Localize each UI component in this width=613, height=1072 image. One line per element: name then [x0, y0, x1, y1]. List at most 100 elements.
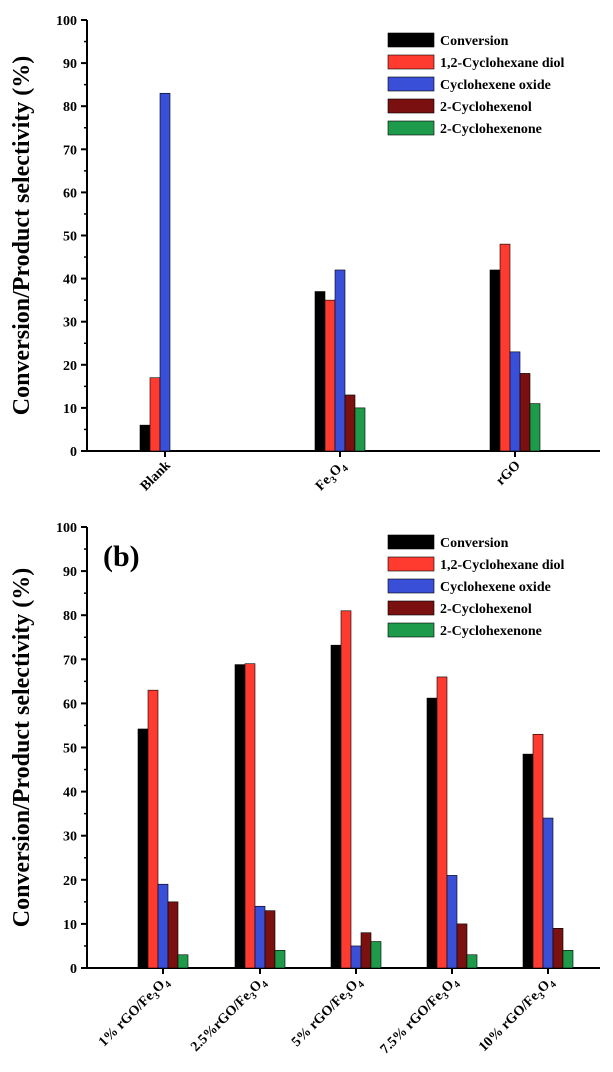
bar — [234, 664, 246, 969]
legend-swatch — [387, 54, 435, 70]
legend-entry-label: 2-Cyclohexenone — [440, 624, 542, 639]
bar — [542, 817, 554, 969]
y-tick-label: 20 — [63, 874, 77, 889]
legend-entry-label: 1,2-Cyclohexane diol — [440, 56, 565, 71]
legend-entry-label: 1,2-Cyclohexane diol — [440, 558, 565, 573]
y-tick-label: 60 — [63, 186, 77, 201]
y-tick-label: 40 — [63, 273, 77, 288]
x-tick-label-part: rGO — [493, 458, 523, 488]
y-axis-label: Conversion/Product selectivity (%) — [9, 56, 35, 416]
legend-swatch — [387, 76, 435, 92]
legend-entry-label: Conversion — [440, 536, 509, 551]
bar — [344, 394, 356, 452]
legend-swatch — [387, 556, 435, 572]
y-tick-label: 100 — [56, 14, 77, 29]
x-tick-label-part: 3 — [151, 990, 162, 1001]
legend-swatch — [387, 600, 435, 616]
y-tick-label: 20 — [63, 359, 77, 374]
bar — [466, 954, 478, 969]
x-tick-label-part: 5% rGO/Fe — [289, 989, 350, 1050]
bar — [149, 377, 161, 452]
y-tick-label: 80 — [63, 609, 77, 624]
y-tick-label: 30 — [63, 830, 77, 845]
bar — [177, 954, 189, 969]
x-tick-label-part: 3 — [536, 990, 547, 1001]
bar — [552, 928, 564, 969]
bar — [499, 243, 511, 452]
legend-swatch — [387, 578, 435, 594]
x-tick-label-part: 3 — [440, 990, 451, 1001]
bar — [509, 351, 521, 452]
y-tick-label: 50 — [63, 742, 77, 757]
x-tick-label-part: 2.5%rGO/Fe — [188, 989, 254, 1055]
x-tick-label-part: 4 — [260, 979, 271, 990]
bar — [167, 901, 179, 969]
legend-swatch — [387, 120, 435, 136]
x-tick-label-part: 4 — [452, 979, 463, 990]
bar — [324, 299, 336, 452]
y-tick-label: 0 — [70, 962, 77, 977]
bar — [370, 941, 382, 969]
legend-entry-label: 2-Cyclohexenol — [440, 100, 532, 115]
bar — [157, 883, 169, 969]
bar — [354, 407, 366, 452]
x-tick-label-part: 10% rGO/Fe — [476, 989, 542, 1055]
chart-panel-a: 0 10 20 30 40 50 60 70 80 90 100 Conversion/Product… — [9, 14, 600, 496]
x-tick-label: rGO — [493, 458, 523, 488]
y-tick-label: 40 — [63, 786, 77, 801]
y-tick-label: 90 — [63, 565, 77, 580]
bar — [446, 875, 458, 969]
legend-entry-label: Cyclohexene oxide — [440, 580, 551, 595]
bar — [360, 932, 372, 969]
y-tick-label: 10 — [63, 918, 77, 933]
bar — [314, 291, 326, 452]
x-tick-label: Fe3O4 — [313, 458, 351, 496]
bar — [436, 676, 448, 969]
x-tick-label: 1% rGO/Fe3O4 — [96, 974, 174, 1052]
bar — [137, 728, 149, 969]
bar — [139, 424, 151, 452]
legend-swatch — [387, 98, 435, 114]
x-tick-label-part: 4 — [356, 979, 367, 990]
bar — [350, 945, 362, 969]
y-tick-label: 60 — [63, 697, 77, 712]
legend-entry-label: Conversion — [440, 34, 509, 49]
legend-entry-label: Cyclohexene oxide — [440, 78, 551, 93]
legend-entry-label: 2-Cyclohexenol — [440, 602, 532, 617]
x-tick-label: 5% rGO/Fe3O4 — [289, 974, 367, 1052]
x-tick-label-part: 3 — [248, 990, 259, 1001]
bar — [340, 610, 352, 969]
y-tick-label: 100 — [56, 521, 77, 536]
y-tick-label: 70 — [63, 143, 77, 158]
y-axis-label: Conversion/Product selectivity (%) — [9, 568, 35, 928]
x-tick-label: Blank — [138, 458, 174, 494]
bar — [529, 403, 541, 452]
chart-panel-b: 0 10 20 30 40 50 60 70 80 90 100 Conversion/Product… — [9, 521, 600, 1059]
legend-swatch — [387, 32, 435, 48]
x-tick-label-part: 1% rGO/Fe — [96, 989, 157, 1050]
x-tick-label-part: 4 — [548, 979, 559, 990]
y-tick-label: 50 — [63, 230, 77, 245]
bar — [147, 689, 159, 969]
legend-swatch — [387, 534, 435, 550]
x-tick-label-part: Blank — [138, 458, 174, 494]
y-tick-label: 30 — [63, 316, 77, 331]
bar — [330, 644, 342, 969]
panel-label: (b) — [103, 540, 140, 573]
bar — [254, 905, 266, 969]
y-tick-label: 0 — [70, 445, 77, 460]
y-tick-label: 10 — [63, 402, 77, 417]
x-tick-label-part: 3 — [344, 990, 355, 1001]
x-tick-label-part: 7.5% rGO/Fe — [378, 989, 446, 1057]
x-tick-label: 7.5% rGO/Fe3O4 — [378, 974, 463, 1059]
y-tick-label: 90 — [63, 57, 77, 72]
bar — [489, 269, 501, 452]
legend-entry-label: 2-Cyclohexenone — [440, 122, 542, 137]
x-tick-label-part: 4 — [163, 979, 174, 990]
y-tick-label: 80 — [63, 100, 77, 115]
bar — [522, 753, 534, 969]
bar — [334, 269, 346, 452]
bar — [426, 697, 438, 969]
legend-swatch — [387, 622, 435, 638]
